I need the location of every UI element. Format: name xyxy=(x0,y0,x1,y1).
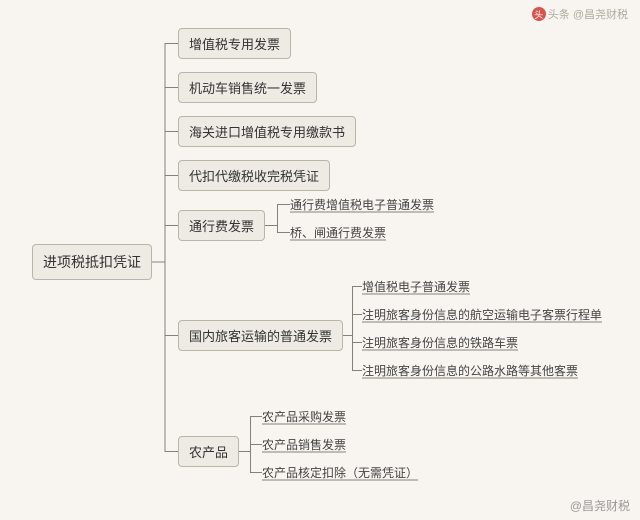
leaf-c5-0: 增值税电子普通发票 xyxy=(362,278,470,295)
mindmap-container: 进项税抵扣凭证 增值税专用发票 机动车销售统一发票 海关进口增值税专用缴款书 代… xyxy=(0,0,640,520)
root-node: 进项税抵扣凭证 xyxy=(32,244,152,280)
leaf-c6-1: 农产品销售发票 xyxy=(262,436,346,453)
leaf-c6-0: 农产品采购发票 xyxy=(262,408,346,425)
child-node-1: 机动车销售统一发票 xyxy=(178,72,317,103)
leaf-c4-0: 通行费增值税电子普通发票 xyxy=(290,196,434,213)
watermark-top: 头 头条 @昌尧财税 xyxy=(532,6,628,22)
toutiao-logo-icon: 头 xyxy=(532,7,546,21)
leaf-c4-1: 桥、闸通行费发票 xyxy=(290,224,386,241)
child-node-5: 国内旅客运输的普通发票 xyxy=(178,320,343,351)
watermark-top-text: 头条 @昌尧财税 xyxy=(548,6,628,22)
leaf-c6-2: 农产品核定扣除（无需凭证） xyxy=(262,464,418,481)
child-node-0: 增值税专用发票 xyxy=(178,28,291,59)
child-node-6: 农产品 xyxy=(178,436,239,467)
leaf-c5-3: 注明旅客身份信息的公路水路等其他客票 xyxy=(362,362,578,379)
child-node-3: 代扣代缴税收完税凭证 xyxy=(178,160,330,191)
child-node-2: 海关进口增值税专用缴款书 xyxy=(178,116,356,147)
leaf-c5-1: 注明旅客身份信息的航空运输电子客票行程单 xyxy=(362,306,602,323)
child-node-4: 通行费发票 xyxy=(178,210,265,241)
leaf-c5-2: 注明旅客身份信息的铁路车票 xyxy=(362,334,518,351)
watermark-bottom: @昌尧财税 xyxy=(570,497,630,514)
